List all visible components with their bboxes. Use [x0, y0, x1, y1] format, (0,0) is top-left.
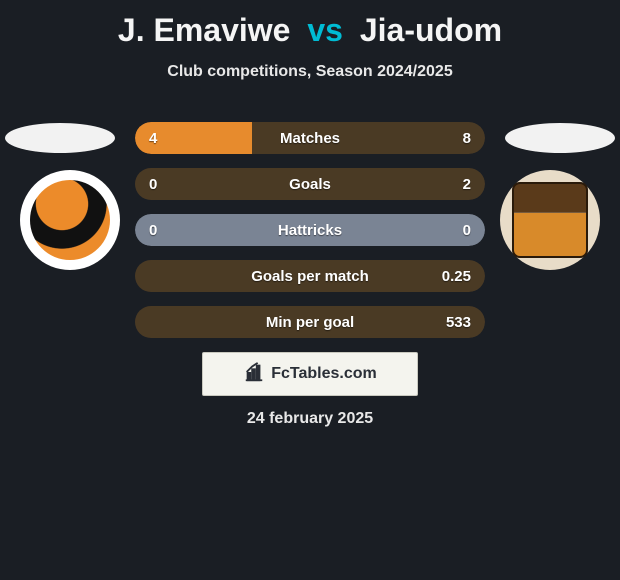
- stat-right-value: 0.25: [442, 268, 471, 285]
- fctables-badge[interactable]: FcTables.com: [202, 352, 418, 396]
- vs-label: vs: [307, 12, 343, 48]
- bar-chart-icon: [243, 361, 265, 388]
- stat-right-value: 533: [446, 314, 471, 331]
- player2-name: Jia-udom: [360, 12, 502, 48]
- player2-photo-placeholder: [505, 123, 615, 153]
- stat-row-goals-per-match: Goals per match 0.25: [135, 260, 485, 292]
- subtitle: Club competitions, Season 2024/2025: [0, 63, 620, 81]
- comparison-title: J. Emaviwe vs Jia-udom: [0, 0, 620, 49]
- stats-container: 4 Matches 8 0 Goals 2 0 Hattricks 0 Goal…: [135, 122, 485, 352]
- snapshot-date: 24 february 2025: [0, 410, 620, 428]
- stat-label: Goals: [135, 176, 485, 193]
- player1-club-logo: [20, 170, 120, 270]
- stat-right-value: 0: [463, 222, 471, 239]
- stat-label: Hattricks: [135, 222, 485, 239]
- player1-name: J. Emaviwe: [118, 12, 291, 48]
- stat-right-value: 2: [463, 176, 471, 193]
- stat-label: Matches: [135, 130, 485, 147]
- fctables-text: FcTables.com: [271, 365, 377, 383]
- stat-label: Min per goal: [135, 314, 485, 331]
- player2-club-logo: [500, 170, 600, 270]
- stat-row-hattricks: 0 Hattricks 0: [135, 214, 485, 246]
- stat-row-goals: 0 Goals 2: [135, 168, 485, 200]
- stat-label: Goals per match: [135, 268, 485, 285]
- stat-right-value: 8: [463, 130, 471, 147]
- stat-row-min-per-goal: Min per goal 533: [135, 306, 485, 338]
- stat-row-matches: 4 Matches 8: [135, 122, 485, 154]
- player1-photo-placeholder: [5, 123, 115, 153]
